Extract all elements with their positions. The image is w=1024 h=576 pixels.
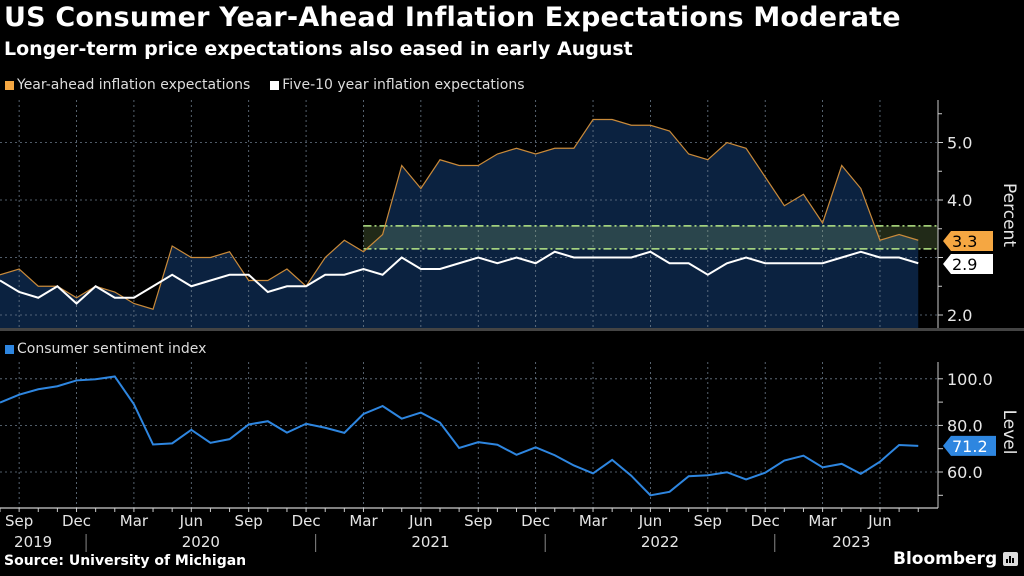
bloomberg-chart-icon: [1003, 552, 1019, 566]
legend-swatch-blue: [5, 344, 14, 354]
x-month-label: Dec: [751, 512, 780, 530]
highlight-band: [363, 225, 939, 249]
x-month-label: Sep: [694, 512, 722, 530]
x-year-label: 2020: [182, 533, 220, 551]
year-ahead-value-label-bg: [943, 231, 993, 251]
year-ahead-value-label-text: 3.3: [952, 232, 977, 251]
x-month-label: Jun: [179, 512, 203, 530]
source-note: Source: University of Michigan: [4, 553, 247, 569]
x-month-label: Jun: [408, 512, 432, 530]
legend-item-five-ten: Five-10 year inflation expectations: [270, 77, 525, 93]
panel-divider: [0, 328, 1024, 331]
x-month-label: Mar: [120, 512, 149, 530]
x-month-label: Jun: [867, 512, 891, 530]
legend-item-year-ahead: Year-ahead inflation expectations: [5, 77, 250, 93]
sentiment-line: [0, 375, 919, 497]
lower-y-tick-label: 60.0: [947, 463, 983, 482]
year-ahead-value-label: 3.3: [943, 231, 993, 251]
x-month-label: Dec: [292, 512, 321, 530]
x-month-label: Sep: [235, 512, 263, 530]
x-year-label: 2021: [411, 533, 449, 551]
bottom-legend: Consumer sentiment index: [5, 341, 226, 357]
x-month-label: Sep: [464, 512, 492, 530]
upper-y-tick-label: 2.0: [947, 306, 972, 325]
five-ten-value-label-text: 2.9: [952, 255, 977, 274]
year-ahead-area: [0, 119, 919, 328]
x-month-label: Sep: [5, 512, 33, 530]
legend-swatch-orange: [5, 80, 14, 90]
x-month-label: Mar: [579, 512, 608, 530]
sentiment-value-label: 71.2: [943, 435, 996, 456]
legend-label: Consumer sentiment index: [17, 341, 207, 357]
brand-name: Bloomberg: [893, 549, 998, 569]
legend-item-sentiment: Consumer sentiment index: [5, 341, 206, 357]
legend-label: Year-ahead inflation expectations: [17, 77, 251, 93]
five-ten-value-label: 2.9: [943, 254, 993, 274]
x-year-label: 2022: [641, 533, 679, 551]
five-ten-value-label-bg: [943, 254, 993, 274]
x-month-label: Mar: [808, 512, 837, 530]
lower-y-tick-label: 100.0: [947, 370, 993, 389]
sentiment-value-label-bg: [943, 435, 996, 456]
x-month-label: Dec: [62, 512, 91, 530]
x-month-label: Mar: [349, 512, 378, 530]
chart-subtitle: Longer-term price expectations also ease…: [4, 38, 633, 60]
legend-swatch-white: [270, 80, 280, 90]
bloomberg-logo: Bloomberg: [893, 549, 1019, 569]
lower-axis-title: Level: [999, 410, 1019, 455]
x-year-label: 2019: [14, 533, 52, 551]
legend-label: Five-10 year inflation expectations: [282, 77, 525, 93]
upper-axis-title: Percent: [999, 183, 1019, 247]
chart-title: US Consumer Year-Ahead Inflation Expecta…: [4, 2, 901, 33]
x-month-label: Jun: [638, 512, 662, 530]
x-year-label: 2023: [832, 533, 870, 551]
upper-y-tick-label: 5.0: [947, 134, 972, 153]
upper-y-tick-label: 4.0: [947, 191, 972, 210]
x-month-label: Dec: [521, 512, 550, 530]
sentiment-value-label-text: 71.2: [952, 437, 988, 456]
top-legend: Year-ahead inflation expectations Five-1…: [5, 77, 545, 93]
lower-y-tick-label: 80.0: [947, 416, 983, 435]
